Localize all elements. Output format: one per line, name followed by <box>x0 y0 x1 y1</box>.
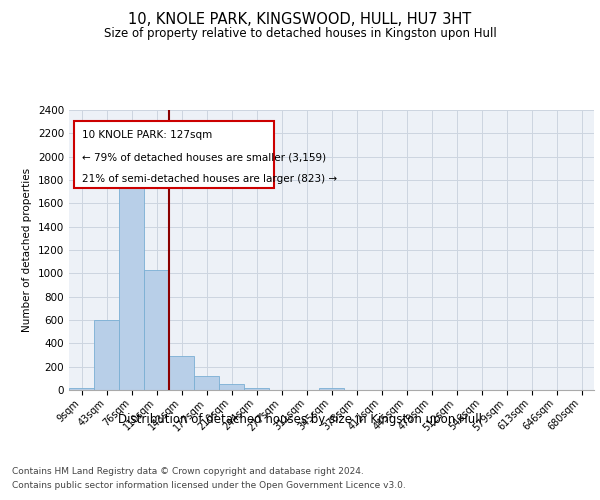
Bar <box>144 270 169 390</box>
FancyBboxPatch shape <box>74 121 274 188</box>
Bar <box>219 384 244 390</box>
Bar <box>119 168 144 390</box>
Bar <box>319 388 344 390</box>
Bar <box>69 388 94 390</box>
Text: ← 79% of detached houses are smaller (3,159): ← 79% of detached houses are smaller (3,… <box>82 152 326 162</box>
Y-axis label: Number of detached properties: Number of detached properties <box>22 168 32 332</box>
Bar <box>244 388 269 390</box>
Bar <box>94 320 119 390</box>
Bar <box>169 356 194 390</box>
Text: Size of property relative to detached houses in Kingston upon Hull: Size of property relative to detached ho… <box>104 28 496 40</box>
Text: Contains public sector information licensed under the Open Government Licence v3: Contains public sector information licen… <box>12 481 406 490</box>
Text: Distribution of detached houses by size in Kingston upon Hull: Distribution of detached houses by size … <box>118 412 482 426</box>
Bar <box>194 376 219 390</box>
Text: Contains HM Land Registry data © Crown copyright and database right 2024.: Contains HM Land Registry data © Crown c… <box>12 468 364 476</box>
Text: 21% of semi-detached houses are larger (823) →: 21% of semi-detached houses are larger (… <box>82 174 337 184</box>
Text: 10 KNOLE PARK: 127sqm: 10 KNOLE PARK: 127sqm <box>82 130 212 140</box>
Text: 10, KNOLE PARK, KINGSWOOD, HULL, HU7 3HT: 10, KNOLE PARK, KINGSWOOD, HULL, HU7 3HT <box>128 12 472 28</box>
